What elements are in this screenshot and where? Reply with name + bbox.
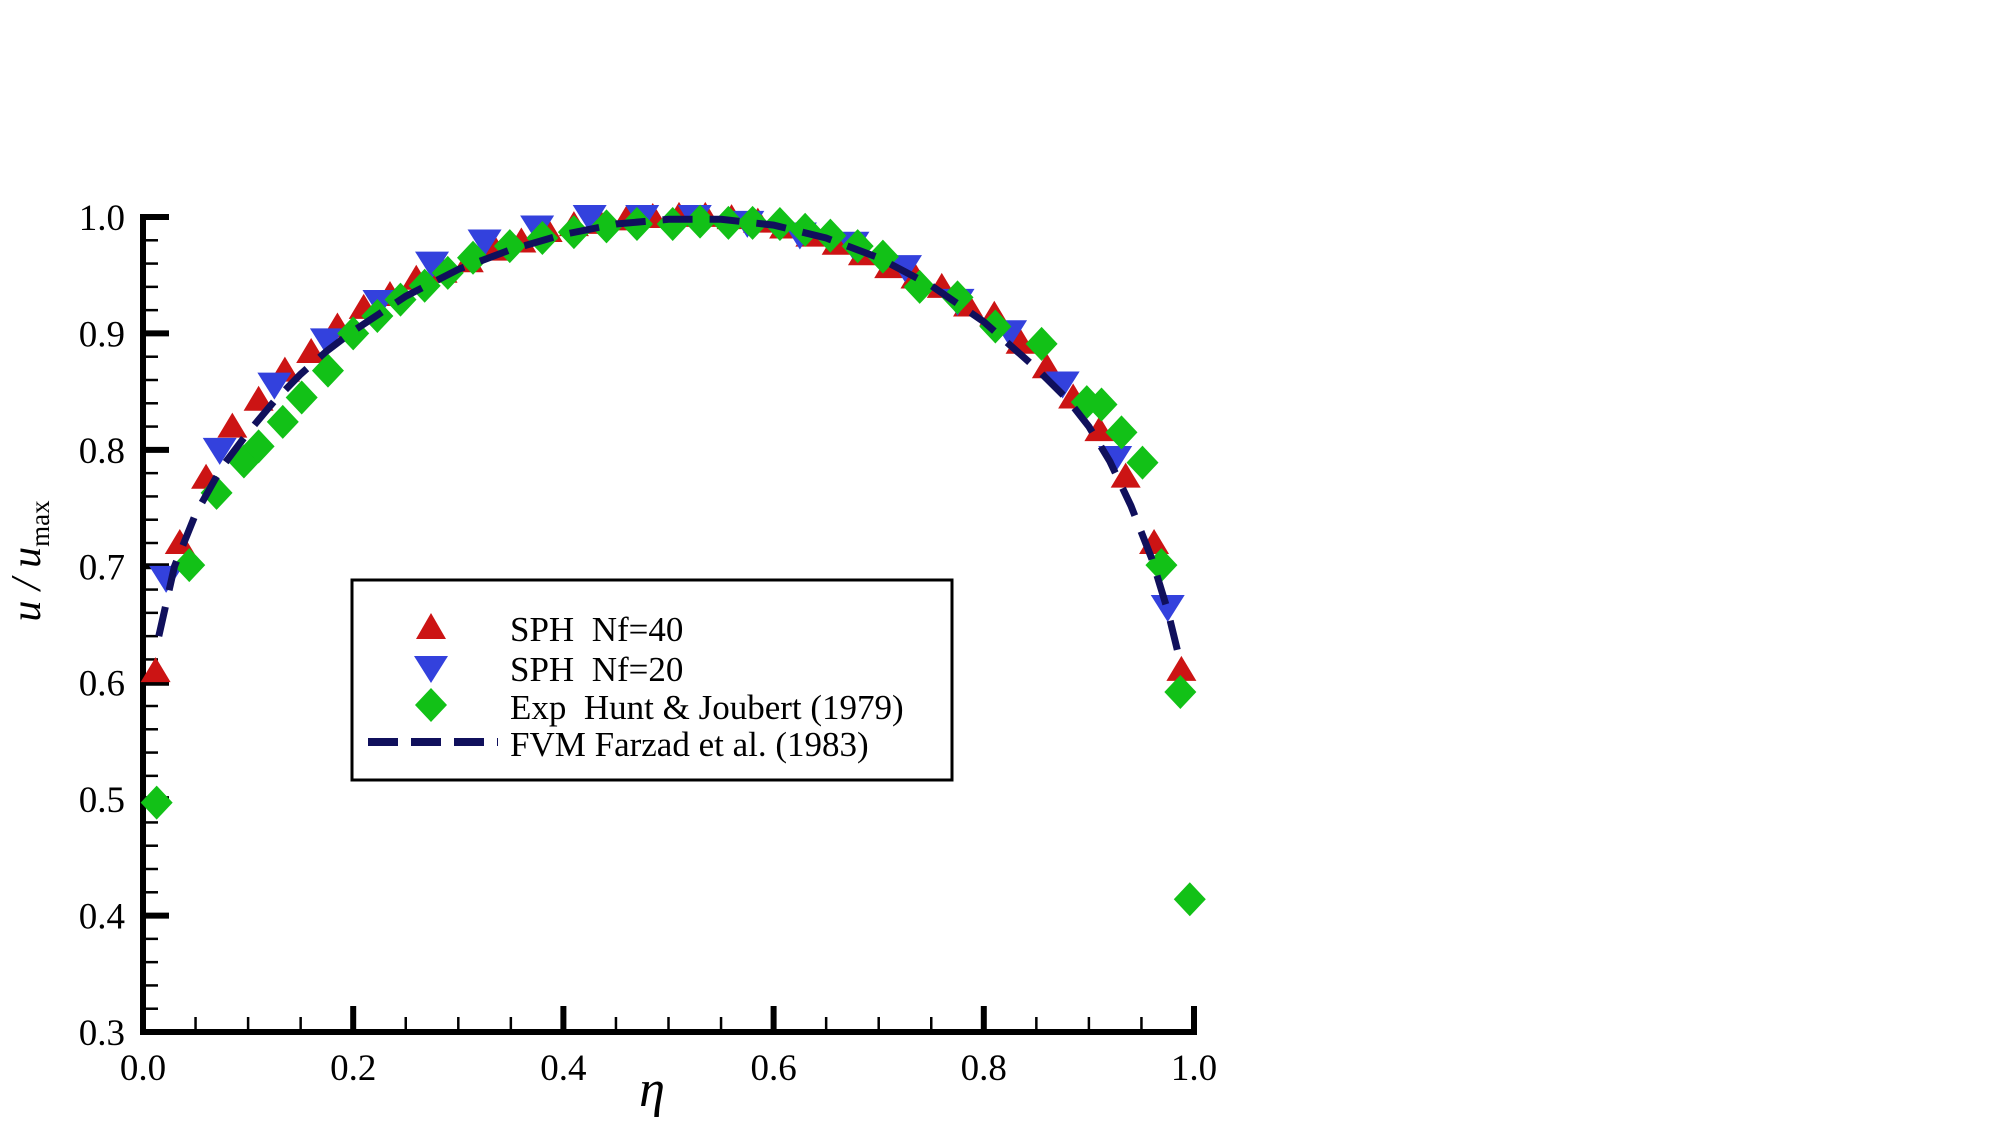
- x-axis-title: η: [639, 1061, 665, 1118]
- sph-nf40-marker: [140, 657, 171, 683]
- sph-nf40-marker: [296, 338, 327, 364]
- sph-nf20-marker: [572, 205, 607, 232]
- y-tick-label: 0.9: [79, 314, 125, 355]
- sph-nf40-marker: [1110, 462, 1141, 488]
- exp-hunt-joubert-marker: [173, 548, 206, 583]
- exp-hunt-joubert-marker: [266, 404, 299, 439]
- legend-marker-exp-icon: [415, 688, 447, 722]
- sph-nf40-marker: [1166, 655, 1197, 681]
- y-tick-label: 0.3: [79, 1013, 125, 1054]
- y-tick-label: 0.8: [79, 431, 125, 472]
- sph-nf20-marker: [467, 229, 502, 257]
- legend-label-sph-nf40: SPH Nf=40: [510, 610, 683, 649]
- legend-label-sph-nf20: SPH Nf=20: [510, 650, 683, 689]
- exp-hunt-joubert-marker: [941, 280, 974, 315]
- exp-hunt-joubert-marker: [1025, 326, 1058, 361]
- sph-nf40-marker: [164, 529, 195, 554]
- sph-nf40-marker: [243, 385, 274, 411]
- exp-hunt-joubert-marker: [1105, 415, 1138, 450]
- y-tick-label: 0.5: [79, 780, 125, 821]
- y-axis-title: u / umax: [4, 480, 55, 649]
- fvm-farzad-curve: [155, 215, 1182, 655]
- x-tick-label: 0.6: [750, 1048, 796, 1089]
- x-tick-label: 0.4: [540, 1048, 586, 1089]
- legend-label-exp: Exp Hunt & Joubert (1979): [510, 688, 904, 727]
- sph-nf20-marker: [309, 328, 344, 356]
- x-tick-label: 1.0: [1171, 1048, 1217, 1089]
- exp-hunt-joubert-marker: [1164, 675, 1197, 710]
- exp-hunt-joubert-marker: [1126, 445, 1159, 480]
- data-series: [140, 201, 1206, 917]
- y-tick-label: 0.6: [79, 664, 125, 705]
- exp-hunt-joubert-marker: [242, 429, 275, 464]
- axes: [140, 214, 1197, 1035]
- sph-nf40-marker: [1084, 416, 1115, 442]
- sph-nf20-marker: [1045, 371, 1080, 399]
- legend-marker-sph-nf40-icon: [416, 613, 446, 639]
- exp-hunt-joubert-marker: [590, 209, 623, 244]
- x-tick-label: 0.0: [120, 1048, 166, 1089]
- exp-hunt-joubert-marker: [684, 204, 717, 239]
- legend: SPH Nf=40 SPH Nf=20 Exp Hunt & Joubert (…: [350, 578, 954, 782]
- legend-box: [350, 578, 954, 782]
- y-tick-label: 0.7: [79, 547, 125, 588]
- sph-nf20-marker: [202, 437, 237, 465]
- x-tick-label: 0.8: [961, 1048, 1007, 1089]
- y-axis-title-main: u / u: [4, 547, 50, 622]
- exp-hunt-joubert-marker: [1085, 387, 1118, 422]
- exp-hunt-joubert-marker: [979, 309, 1012, 344]
- exp-hunt-joubert-marker: [285, 380, 318, 415]
- sph-nf20-marker: [257, 372, 292, 400]
- exp-hunt-joubert-marker: [457, 240, 490, 275]
- y-tick-label: 1.0: [79, 198, 125, 239]
- exp-hunt-joubert-marker: [656, 206, 689, 241]
- exp-hunt-joubert-marker: [1173, 882, 1206, 917]
- legend-marker-sph-nf20-icon: [414, 656, 448, 683]
- exp-hunt-joubert-marker: [814, 218, 847, 253]
- y-axis-title-sub: max: [25, 500, 55, 547]
- exp-hunt-joubert-marker: [311, 353, 344, 388]
- sph-nf20-marker: [415, 251, 450, 279]
- sph-nf40-marker: [217, 412, 248, 438]
- x-tick-label: 0.2: [330, 1048, 376, 1089]
- tick-labels: 1.0 0.9 0.8 0.7 0.6 0.5 0.4 0.30.0 0.2 0.4 0.6 0.8 1…: [79, 198, 1217, 1089]
- exp-hunt-joubert-marker: [140, 785, 173, 820]
- y-tick-label: 0.4: [79, 897, 125, 938]
- sph-nf20-marker: [1150, 595, 1185, 623]
- legend-label-fvm: FVM Farzad et al. (1983): [510, 725, 869, 764]
- exp-hunt-joubert-marker: [736, 205, 769, 240]
